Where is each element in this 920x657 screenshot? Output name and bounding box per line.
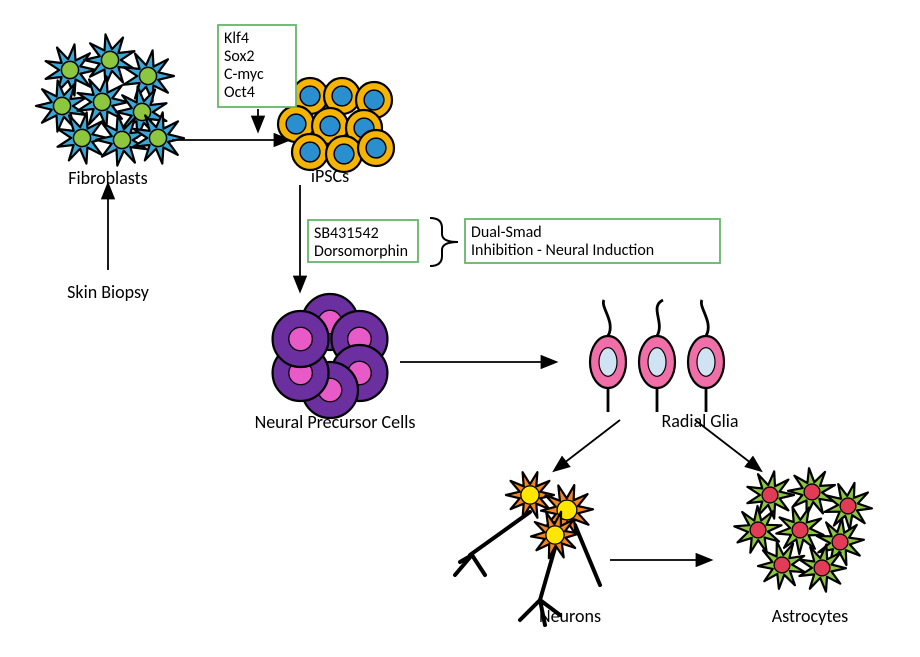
radial-process-top bbox=[657, 300, 663, 336]
fibroblast-nucleus bbox=[93, 93, 110, 110]
arrow-radial-to-neurons bbox=[555, 420, 620, 470]
label-astrocytes: Astrocytes bbox=[772, 605, 848, 627]
ipsc-nucleus bbox=[332, 86, 352, 106]
label-neurons: Neurons bbox=[539, 605, 601, 627]
label-skin-biopsy: Skin Biopsy bbox=[67, 281, 150, 303]
ipsc-nucleus bbox=[334, 144, 354, 164]
dual-smad-label-box-line: Dual-Smad bbox=[471, 223, 542, 242]
fibroblasts-cluster bbox=[36, 34, 184, 165]
fibroblast-nucleus bbox=[73, 129, 90, 146]
radial-glia-nucleus bbox=[648, 348, 666, 377]
fibroblast-nucleus bbox=[101, 51, 118, 68]
radial-process-top bbox=[701, 300, 708, 336]
label-npc: Neural Precursor Cells bbox=[255, 411, 416, 433]
astrocyte-nucleus bbox=[750, 522, 766, 538]
dual-smad-label-box-line: Inhibition - Neural Induction bbox=[471, 241, 654, 260]
astrocyte-nucleus bbox=[840, 498, 856, 514]
radial-process-top bbox=[603, 300, 610, 336]
fibroblast-nucleus bbox=[61, 61, 78, 78]
fibroblast-nucleus bbox=[139, 67, 156, 84]
ipsc-nucleus bbox=[366, 138, 386, 158]
radial-glia-group bbox=[590, 300, 724, 412]
yamanaka-factors-box-line: Oct4 bbox=[224, 83, 255, 102]
curly-bracket-icon bbox=[430, 218, 458, 266]
npc-nucleus bbox=[289, 327, 313, 351]
ipsc-nucleus bbox=[286, 114, 306, 134]
radial-glia-nucleus bbox=[599, 348, 617, 377]
neuron-nucleus bbox=[521, 486, 539, 504]
fibroblast-nucleus bbox=[149, 129, 166, 146]
neuron-axon bbox=[455, 512, 530, 575]
yamanaka-factors-box-line: Klf4 bbox=[224, 29, 249, 48]
astrocyte-nucleus bbox=[832, 534, 848, 550]
fibroblast-nucleus bbox=[53, 97, 70, 114]
neurons-group bbox=[455, 472, 600, 625]
ipsc-nucleus bbox=[300, 142, 320, 162]
astrocyte-nucleus bbox=[792, 522, 808, 538]
radial-glia-nucleus bbox=[697, 348, 715, 377]
astrocytes-group bbox=[734, 468, 872, 592]
smad-inhibitors-box-line: SB431542 bbox=[314, 224, 379, 243]
label-radial-glia: Radial Glia bbox=[661, 410, 738, 432]
label-fibroblasts: Fibroblasts bbox=[68, 167, 147, 189]
ipsc-nucleus bbox=[364, 90, 384, 110]
neuron-nucleus bbox=[546, 526, 564, 544]
astrocyte-nucleus bbox=[814, 560, 830, 576]
astrocyte-nucleus bbox=[762, 487, 778, 503]
astrocyte-nucleus bbox=[804, 484, 820, 500]
npc-rosette bbox=[273, 294, 388, 418]
smad-inhibitors-box-line: Dorsomorphin bbox=[314, 242, 408, 261]
ipsc-nucleus bbox=[320, 116, 340, 136]
yamanaka-factors-box-line: Sox2 bbox=[224, 47, 255, 66]
label-ipsc: iPSCs bbox=[311, 165, 349, 187]
astrocyte-nucleus bbox=[774, 557, 790, 573]
ipsc-nucleus bbox=[300, 86, 320, 106]
fibroblast-nucleus bbox=[113, 131, 130, 148]
yamanaka-factors-box-line: C-myc bbox=[224, 65, 264, 84]
